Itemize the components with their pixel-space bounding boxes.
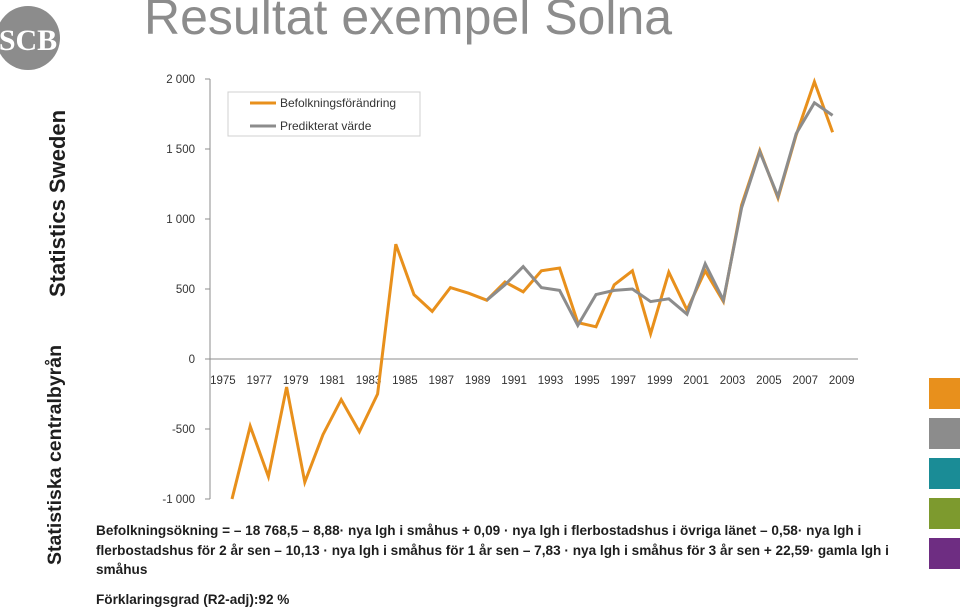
x-tick-label: 1991 <box>501 375 527 387</box>
legend-box <box>227 91 421 137</box>
color-swatch-1 <box>929 378 960 409</box>
x-tick-label: 1975 <box>210 375 236 387</box>
scb-logo: SCB <box>0 6 60 70</box>
y-tick-label: 1 500 <box>166 144 195 156</box>
y-tick-label: 500 <box>176 284 195 296</box>
x-tick-label: 1999 <box>647 375 673 387</box>
x-tick-label: 2009 <box>829 375 855 387</box>
color-swatch-4 <box>929 498 960 529</box>
color-swatch-2 <box>929 418 960 449</box>
y-tick-label: 1 000 <box>166 214 195 226</box>
x-tick-label: 1983 <box>356 375 382 387</box>
x-tick-label: 2003 <box>720 375 746 387</box>
regression-formula: Befolkningsökning = – 18 768,5 – 8,88· n… <box>96 523 889 577</box>
page-title: Resultat exempel Solna <box>144 0 673 45</box>
legend-label-1: Befolkningsförändring <box>280 96 396 110</box>
color-swatch-5 <box>929 538 960 569</box>
y-tick-label: 2 000 <box>166 74 195 86</box>
y-tick-label: -500 <box>172 424 195 436</box>
scb-logo-circle <box>0 6 60 70</box>
x-tick-label: 1993 <box>538 375 564 387</box>
y-tick-label: -1 000 <box>162 494 195 506</box>
series-line-2 <box>485 100 834 329</box>
y-tick-label: 0 <box>189 354 195 366</box>
x-tick-label: 1979 <box>283 375 309 387</box>
y-axis: 2 000 1 500 1 000 500 0 -500 -1 000 <box>162 74 211 506</box>
x-tick-label: 1977 <box>247 375 273 387</box>
series-line-1 <box>230 77 835 500</box>
scb-logo-text: SCB <box>0 24 57 57</box>
x-tick-label: 2001 <box>683 375 709 387</box>
x-tick-label: 1997 <box>611 375 637 387</box>
x-tick-label: 2007 <box>793 375 819 387</box>
x-tick-label: 1989 <box>465 375 491 387</box>
legend: Befolkningsförändring Predikterat värde <box>227 91 421 137</box>
legend-label-2: Predikterat värde <box>280 119 372 133</box>
x-tick-label: 1995 <box>574 375 600 387</box>
color-swatch-3 <box>929 458 960 489</box>
x-axis: 1975 1977 1979 1981 1983 1985 1987 1989 1991 1993… <box>210 358 858 387</box>
chart-series <box>230 77 835 500</box>
r2-text: Förklaringsgrad (R2-adj):92 % <box>96 592 290 607</box>
x-tick-label: 1987 <box>429 375 455 387</box>
x-tick-label: 2005 <box>756 375 782 387</box>
x-tick-label: 1985 <box>392 375 418 387</box>
x-tick-label: 1981 <box>319 375 345 387</box>
